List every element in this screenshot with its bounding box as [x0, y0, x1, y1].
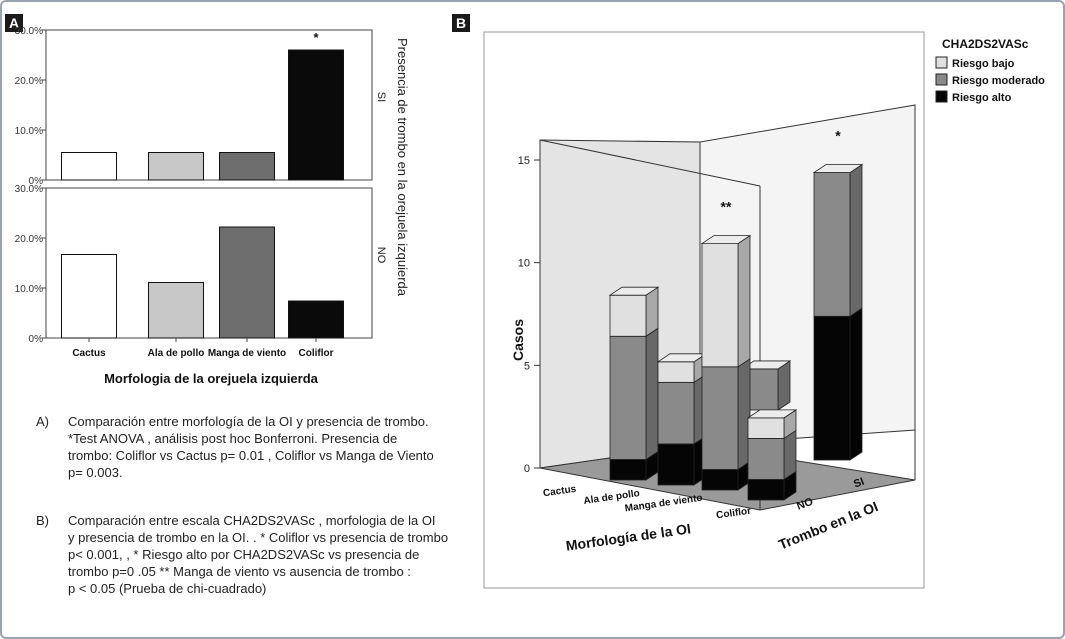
- legend-label: Riesgo moderado: [952, 75, 1045, 87]
- bar-segment: [747, 437, 785, 480]
- x-tick-label: Coliflor: [299, 348, 334, 359]
- significance-mark: **: [721, 199, 732, 215]
- y-tick-label: 15: [518, 155, 530, 167]
- bar: [219, 152, 275, 181]
- depth-tick-label: NO: [795, 496, 815, 513]
- facet-axis-label: Presencia de trombo en la orejuela izqui…: [395, 38, 410, 297]
- caption-b-letter: B): [36, 513, 49, 528]
- y-tick-label: 5: [524, 360, 530, 372]
- bar-top: [608, 286, 660, 296]
- caption-a-line: p= 0.003.: [68, 465, 123, 480]
- bar-segment: [609, 335, 647, 460]
- x-tick-label: Coliflor: [716, 506, 752, 522]
- y-tick-label: 10.0%: [15, 126, 43, 137]
- bar: [148, 152, 204, 181]
- caption-b-line: Comparación entre escala CHA2DS2VASc , m…: [68, 513, 436, 528]
- caption-b-line: trombo p=0 .05 ** Manga de viento vs aus…: [68, 564, 411, 579]
- bar: [61, 152, 117, 181]
- bar-segment: [609, 294, 647, 337]
- caption-a-line: *Test ANOVA , análisis post hoc Bonferro…: [68, 431, 398, 446]
- legend-label: Riesgo alto: [952, 92, 1012, 104]
- x-tick-label: Cactus: [542, 484, 577, 500]
- bar-side-segment: [645, 286, 659, 338]
- x-tick-label: Cactus: [72, 348, 106, 359]
- bar-top: [812, 164, 864, 173]
- y-tick-label: 20.0%: [15, 234, 43, 245]
- bar-side-segment: [777, 360, 791, 411]
- caption-b: B) Comparación entre escala CHA2DS2VASc …: [36, 512, 476, 607]
- facet-label: NO: [375, 247, 387, 264]
- caption-b-line: p< 0.001, , * Riesgo alto por CHA2DS2VAS…: [68, 547, 420, 562]
- caption-a-letter: A): [36, 414, 49, 429]
- bar-top: [700, 235, 752, 245]
- x-axis-title: Morfologia de la orejuela izquierda: [104, 371, 319, 386]
- bar: [288, 300, 344, 339]
- caption-b-line: p < 0.05 (Prueba de chi-cuadrado): [68, 581, 267, 596]
- facet-label: SI: [375, 92, 387, 102]
- depth-tick-label: SI: [852, 476, 866, 491]
- y-tick-label: 20.0%: [15, 76, 43, 87]
- bar-top: [746, 409, 798, 419]
- legend-swatch: [935, 56, 948, 69]
- y-tick-label: 0%: [29, 334, 44, 345]
- bar: [288, 49, 344, 181]
- caption-a-line: trombo: Coliflor vs Cactus p= 0.01 , Col…: [68, 448, 434, 463]
- caption-b-line: y presencia de trombo en la OI. . * Coli…: [68, 530, 449, 545]
- bar-side-segment: [645, 327, 659, 461]
- panel-a-tag: A: [5, 14, 23, 32]
- significance-mark: *: [313, 30, 319, 45]
- bar-side-segment: [849, 163, 863, 318]
- legend-title: CHA2DS2VASc: [942, 37, 1029, 51]
- bar-segment: [609, 459, 647, 481]
- bar-segment: [701, 243, 739, 368]
- y-tick-label: 0%: [29, 176, 44, 187]
- legend-label: Riesgo bajo: [952, 58, 1015, 70]
- y-tick-label: 0: [524, 463, 530, 475]
- bar-segment: [813, 172, 851, 317]
- y-tick-label: 30.0%: [15, 184, 43, 195]
- bar-segment: [701, 366, 739, 470]
- y-tick-label: 10.0%: [15, 284, 43, 295]
- bar: [61, 254, 117, 339]
- bar-segment: [747, 417, 785, 439]
- top-edge: [539, 139, 761, 187]
- bar-side-segment: [849, 307, 863, 461]
- chart-a-faceted-bar: Presencia de trombo en la orejuela izqui…: [15, 26, 410, 386]
- caption-a: A) Comparación entre morfología de la OI…: [36, 413, 466, 493]
- y-axis-title: Casos: [510, 319, 526, 361]
- chart-b-3d-stacked-bar: Casos Morfología de la OI Trombo en la O…: [483, 31, 1045, 589]
- legend-swatch: [935, 90, 948, 103]
- x-tick-label: Ala de pollo: [148, 348, 205, 359]
- legend-swatch: [935, 73, 948, 86]
- bar-segment: [701, 469, 739, 491]
- significance-mark: *: [835, 128, 841, 144]
- bar-side-segment: [783, 429, 797, 481]
- y-tick-label: 10: [518, 258, 530, 270]
- bar-segment: [657, 361, 695, 383]
- bar-segment: [813, 315, 851, 461]
- caption-a-line: Comparación entre morfología de la OI y …: [68, 414, 429, 429]
- bar-segment: [747, 479, 785, 501]
- panel-b-tag: B: [452, 14, 470, 32]
- bar-segment: [657, 381, 695, 445]
- bar-segment: [657, 443, 695, 486]
- bar: [219, 226, 275, 339]
- y-tick-label: 30.0%: [15, 26, 43, 37]
- x-tick-label: Manga de viento: [208, 348, 286, 359]
- bar-side-segment: [737, 234, 751, 368]
